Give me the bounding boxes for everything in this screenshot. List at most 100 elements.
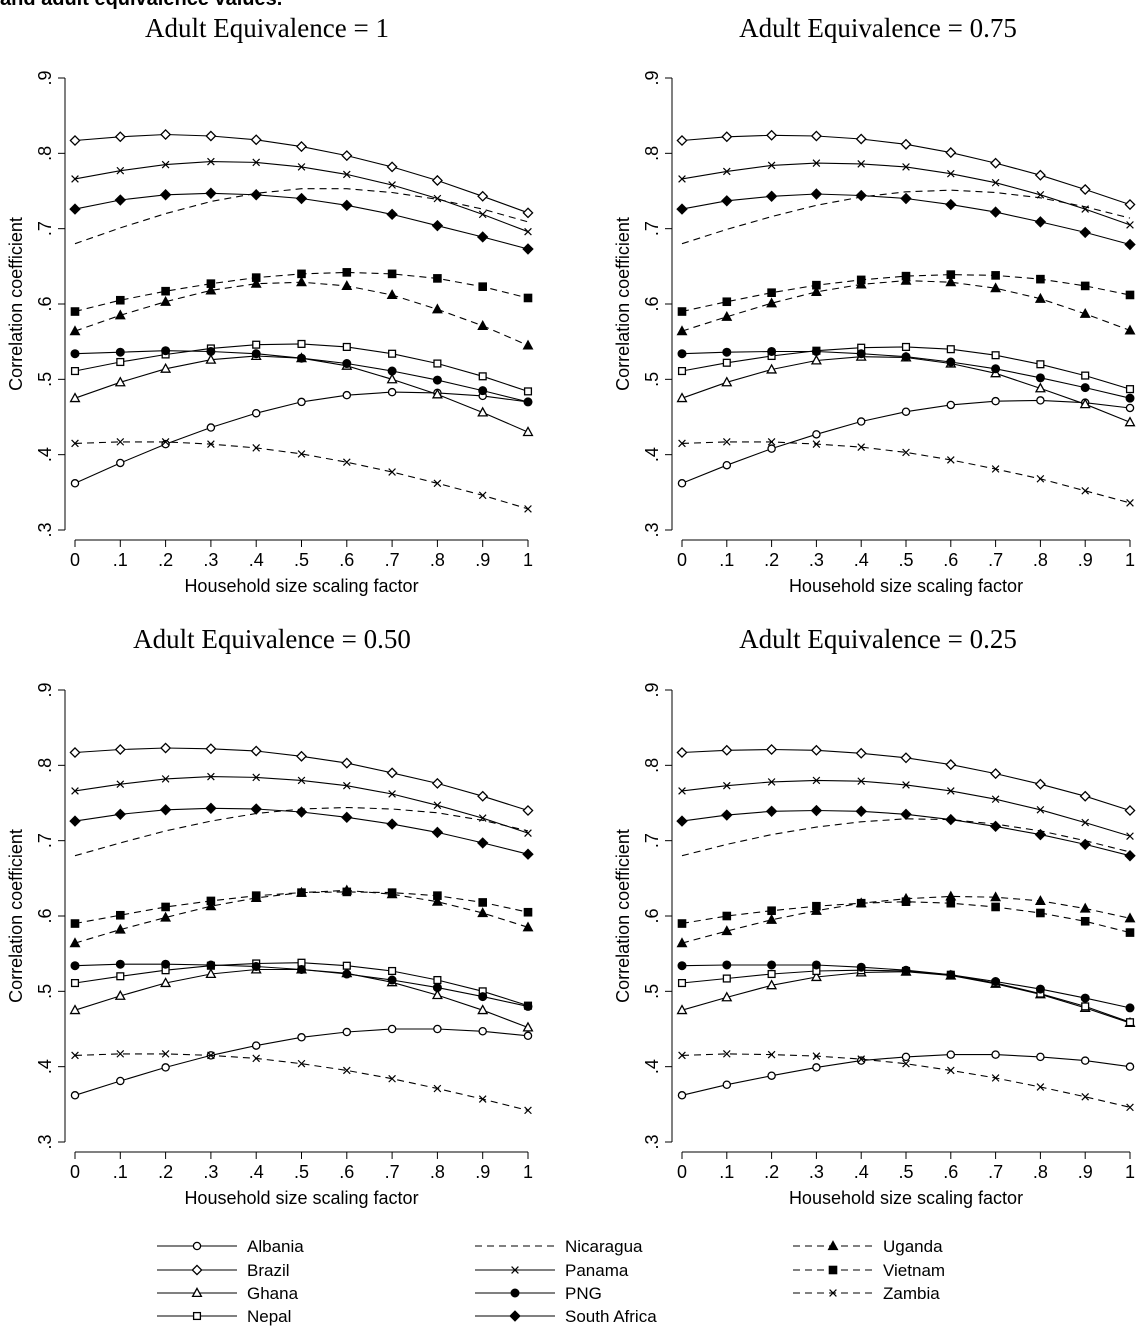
- data-point-zambia: [297, 450, 306, 458]
- data-point-zambia: [1126, 1103, 1134, 1112]
- x-tick-label: .3: [809, 550, 824, 570]
- data-point-panama: [478, 210, 487, 219]
- data-point-zambia: [722, 1050, 731, 1058]
- data-point-vietnam: [991, 271, 1000, 280]
- series-ghana: [69, 963, 534, 1032]
- data-point-ghana: [431, 388, 443, 399]
- data-point-south-africa: [476, 231, 489, 243]
- data-point-vietnam: [116, 295, 125, 305]
- data-point-zambia: [478, 491, 487, 500]
- series-zambia: [71, 438, 532, 513]
- series-line-panama: [681, 779, 1131, 837]
- data-point-south-africa: [386, 818, 398, 830]
- data-point-brazil: [160, 742, 172, 754]
- data-point-south-africa: [522, 848, 534, 860]
- data-point-south-africa: [250, 189, 262, 201]
- data-point-panama: [991, 795, 1000, 804]
- data-point-panama: [722, 781, 731, 790]
- x-tick-label: .5: [898, 1162, 913, 1182]
- data-point-vietnam: [767, 906, 776, 916]
- data-point-panama: [252, 773, 261, 782]
- data-point-albania: [991, 396, 1000, 406]
- x-tick-label: 0: [70, 1162, 80, 1182]
- data-point-albania: [901, 407, 911, 416]
- series-uganda: [676, 274, 1136, 336]
- data-point-zambia: [1081, 487, 1090, 495]
- x-tick-label: .1: [113, 550, 128, 570]
- data-point-albania: [523, 1031, 533, 1041]
- x-tick-label: 0: [677, 1162, 687, 1182]
- data-point-uganda: [205, 284, 217, 295]
- data-point-panama: [1036, 805, 1045, 814]
- data-point-png: [297, 964, 306, 974]
- y-tick-label: .3: [642, 1134, 662, 1149]
- chart-title: Adult Equivalence = 1: [145, 13, 389, 43]
- series-panama: [678, 776, 1134, 840]
- data-point-panama: [678, 175, 686, 183]
- series-png: [677, 346, 1135, 403]
- data-point-brazil: [1079, 790, 1091, 802]
- data-point-panama: [433, 801, 442, 810]
- legend-label: PNG: [565, 1284, 602, 1303]
- series-panama: [71, 157, 532, 236]
- data-point-panama: [1126, 221, 1134, 229]
- data-point-png: [811, 960, 821, 970]
- y-tick-label: .6: [642, 296, 662, 311]
- data-point-nepal: [433, 975, 442, 985]
- x-tick-label: 1: [523, 1162, 533, 1182]
- data-point-png: [991, 977, 1001, 987]
- y-tick-label: .3: [642, 522, 662, 537]
- data-point-zambia: [297, 1059, 306, 1068]
- legend-item-nepal: Nepal: [157, 1307, 291, 1326]
- data-point-brazil: [205, 130, 217, 142]
- data-point-png: [523, 397, 533, 407]
- data-point-brazil: [990, 768, 1002, 780]
- x-tick-label: .5: [294, 1162, 309, 1182]
- y-tick-label: .5: [642, 372, 662, 387]
- data-point-panama: [812, 159, 821, 167]
- x-tick-label: .9: [475, 1162, 490, 1182]
- data-point-vietnam: [991, 902, 1000, 912]
- x-tick-label: .9: [1078, 1162, 1093, 1182]
- data-point-zambia: [722, 438, 731, 446]
- data-point-brazil: [431, 777, 443, 789]
- data-point-brazil: [945, 759, 957, 771]
- data-point-ghana: [810, 354, 822, 365]
- data-point-vietnam: [206, 279, 216, 288]
- data-point-png: [901, 965, 911, 975]
- series-albania: [677, 396, 1135, 488]
- y-tick-label: .9: [642, 70, 662, 85]
- data-point-south-africa: [676, 815, 688, 827]
- data-point-south-africa: [989, 820, 1002, 833]
- x-tick-label: .6: [943, 1162, 958, 1182]
- data-point-zambia: [857, 1055, 866, 1063]
- data-point-vietnam: [433, 274, 442, 283]
- x-tick-label: 0: [70, 550, 80, 570]
- data-point-vietnam: [677, 919, 687, 928]
- data-point-panama: [297, 163, 306, 171]
- data-point-png: [722, 347, 732, 357]
- data-point-brazil: [1124, 805, 1136, 817]
- series-line-nepal: [681, 969, 1131, 1023]
- data-point-vietnam: [901, 897, 911, 906]
- series-line-nicaragua: [74, 188, 529, 245]
- data-point-ghana: [69, 1004, 81, 1015]
- data-point-uganda: [160, 295, 172, 306]
- data-point-vietnam: [387, 269, 397, 279]
- data-point-south-africa: [205, 187, 217, 199]
- data-point-brazil: [250, 134, 262, 146]
- data-point-vietnam: [297, 888, 306, 897]
- data-point-south-africa: [765, 190, 778, 202]
- data-point-ghana: [160, 977, 172, 988]
- x-tick-label: .3: [203, 550, 218, 570]
- data-point-png: [478, 992, 488, 1002]
- data-point-south-africa: [522, 243, 534, 255]
- x-tick-label: .2: [158, 1162, 173, 1182]
- data-point-albania: [767, 1071, 776, 1080]
- data-point-zambia: [991, 465, 1000, 473]
- x-tick-label: .8: [1033, 1162, 1048, 1182]
- data-point-uganda: [766, 913, 778, 924]
- data-point-uganda: [386, 289, 398, 300]
- data-point-albania: [1125, 403, 1135, 413]
- data-point-zambia: [946, 1066, 955, 1075]
